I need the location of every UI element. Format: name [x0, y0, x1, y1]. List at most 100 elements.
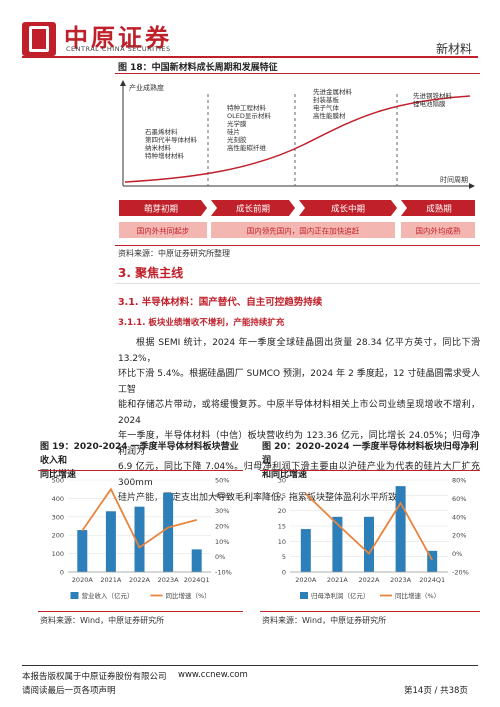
y-left-tick-label: 15 — [278, 523, 286, 531]
legend-bar-swatch — [300, 592, 308, 599]
y-right-tick-label: 20% — [452, 532, 466, 540]
figure18-title: 图 18：中国新材料成长周期和发展特征 — [118, 63, 278, 73]
y-left-tick-label: 100 — [52, 550, 64, 558]
fig18-stage-label: 成熟期 — [426, 204, 452, 215]
fig18-status-bar — [119, 222, 207, 238]
fig18-stage-arrow — [211, 200, 295, 216]
x-tick-label: 2021A — [327, 576, 349, 584]
figure19-bottom-rule — [38, 611, 243, 612]
fig18-growth-curve — [124, 95, 471, 183]
figure19-title-line: 图 19：2020-2024 一季度半导体材料板块营业收入和 — [40, 442, 239, 466]
fig18-x-arrow-icon — [469, 183, 475, 189]
brand-name: 中原证券 — [64, 23, 172, 52]
bar — [395, 486, 406, 572]
bar — [77, 530, 88, 572]
y-left-tick-label: 200 — [52, 532, 64, 540]
figure20-title-line: 图 20：2020-2024 一季度半导体材料板块归母净利润 — [262, 442, 479, 466]
y-left-tick-label: 10 — [278, 538, 286, 546]
chart-revenue: 0 100 200 300 400 500 -10% 0% 10% 20% 30% 40% 50% 202… — [52, 477, 232, 601]
fig18-status-bar — [211, 222, 395, 238]
x-tick-label: 2024Q1 — [419, 576, 445, 584]
fig18-stage-label: 成长中期 — [331, 204, 365, 215]
bar — [300, 529, 311, 572]
fig18-s3-item: 封装基板 — [313, 95, 340, 104]
footer-page-number: 第14页 / 共38页 — [404, 686, 468, 696]
y-left-tick-label: 0 — [60, 569, 64, 577]
chart-net-profit: 0 5 10 15 20 25 30 -20% 0% 20% 40% 60% 80% 2020A 2021A… — [278, 477, 469, 601]
fig18-s2-item: 硅片 — [227, 127, 240, 136]
y-right-tick-label: 60% — [452, 495, 466, 503]
y-left-tick-label: 30 — [278, 477, 286, 485]
figure20-source: 资料来源：Wind，中原证券研究所 — [262, 616, 387, 625]
y-right-tick-label: 50% — [215, 477, 229, 485]
x-tick-label: 2024Q1 — [184, 576, 210, 584]
footer-url[interactable]: www.ccnew.com — [178, 670, 248, 680]
y-right-tick-label: -20% — [452, 569, 469, 577]
fig18-status-bar — [401, 222, 475, 238]
fig18-s1-item: 纳米材料 — [145, 143, 172, 152]
x-tick-label: 2021A — [100, 576, 122, 584]
fig18-stage-arrow — [401, 200, 475, 216]
fig18-xlabel: 时间周期 — [440, 175, 468, 184]
fig18-s3-item: 高性能膜材 — [313, 111, 346, 120]
figure18-bottom-rule — [115, 245, 480, 246]
x-tick-label: 2023A — [390, 576, 412, 584]
para-line: 6.9 亿元，同比下降 7.04%。归母净利润下滑主要由以沪硅产业为代表的硅片大… — [118, 462, 480, 488]
y-right-tick-label: 10% — [215, 538, 229, 546]
fig18-status-label: 国内外均成熟 — [416, 226, 461, 236]
y-left-tick-label: 20 — [278, 507, 286, 515]
fig18-s3-item: 先进金属材料 — [313, 87, 353, 96]
para-line: 环比下滑 5.4%。根据硅晶圆厂 SUMCO 预测，2024 年 2 季度起，1… — [118, 369, 480, 395]
fig18-stage-label: 萌芽初期 — [144, 204, 178, 215]
fig18-s2-item: 高性能碳纤维 — [227, 143, 267, 152]
y-right-tick-label: 0% — [215, 553, 225, 561]
figure20-title-line: 和同比增速 — [262, 470, 308, 480]
subsection-title: 3.1. 半导体材料：国产替代、自主可控趋势持续 — [118, 297, 323, 308]
figure19-title-line: 同比增速 — [40, 470, 77, 480]
y-left-tick-label: 300 — [52, 513, 64, 521]
section-title: 3. 聚焦主线 — [118, 266, 184, 280]
y-left-tick-label: 0 — [282, 569, 286, 577]
fig18-s3-item: 电子气体 — [313, 103, 340, 112]
figure20-title: 图 20：2020-2024 一季度半导体材料板块归母净利润 和同比增速 — [262, 440, 480, 482]
header-divider — [22, 56, 478, 58]
y-left-tick-label: 500 — [52, 477, 64, 485]
y-right-tick-label: -10% — [215, 569, 232, 577]
bar — [105, 511, 116, 572]
footer-disclaimer: 请阅读最后一页各项声明 — [22, 686, 116, 696]
figure19-title: 图 19：2020-2024 一季度半导体材料板块营业收入和 同比增速 — [40, 440, 240, 482]
para-line: 硅片产能，固定支出加大导致毛利率降低，拖累板块整体盈利水平所致。 — [118, 493, 407, 503]
footer-copyright: 本报告版权属于中原证券股份有限公司 — [22, 672, 167, 682]
footer-divider — [22, 665, 478, 666]
bar — [332, 516, 343, 572]
fig18-status-label: 国内外共同起步 — [137, 226, 190, 236]
fig18-stage-arrow — [119, 200, 207, 216]
y-right-tick-label: 40% — [215, 492, 229, 500]
x-tick-label: 2022A — [359, 576, 381, 584]
fig18-s2-item: 光刻胶 — [227, 135, 247, 144]
logo-glyph-icon — [29, 26, 49, 52]
fig18-s2-item: 特种工程材料 — [227, 103, 267, 112]
body-paragraph: 根据 SEMI 统计，2024 年一季度全球硅晶圆出货量 28.34 亿平方英寸… — [118, 336, 480, 507]
fig18-s2-item: 光学膜 — [227, 119, 247, 128]
figure20-rule — [260, 470, 480, 471]
fig18-s1-item: 第四代半导体材料 — [145, 135, 198, 144]
bar — [427, 550, 438, 572]
y-left-tick-label: 5 — [282, 553, 286, 561]
y-left-tick-label: 25 — [278, 492, 286, 500]
legend-line-label: 同比增速（%） — [395, 591, 440, 600]
fig18-stage-label: 成长前期 — [236, 204, 270, 215]
figure19-source: 资料来源：Wind，中原证券研究所 — [40, 616, 165, 625]
subsubsection-title: 3.1.1. 板块业绩增收不增利，产能持续扩充 — [118, 318, 285, 328]
para-line: 能和存储芯片带动，或将缓慢复苏。中原半导体材料相关上市公司业绩呈现增收不增利，2… — [118, 400, 480, 426]
x-tick-label: 2020A — [295, 576, 317, 584]
para-line: 根据 SEMI 统计，2024 年一季度全球硅晶圆出货量 28.34 亿平方英寸… — [118, 338, 480, 364]
fig18-s2-item: OLED显示材料 — [227, 111, 271, 120]
x-tick-label: 2020A — [72, 576, 94, 584]
figure18-diagram: 产业成熟度 时间周期 石墨烯材料 第四代半导体材料 纳米材料 特种增材材料 特种… — [119, 80, 475, 238]
y-right-tick-label: 0% — [452, 550, 462, 558]
legend-bar-swatch — [70, 592, 79, 599]
fig18-s4-item: 先进钢铁材料 — [413, 91, 453, 100]
figure18-rule — [115, 73, 480, 74]
bar — [134, 506, 145, 572]
